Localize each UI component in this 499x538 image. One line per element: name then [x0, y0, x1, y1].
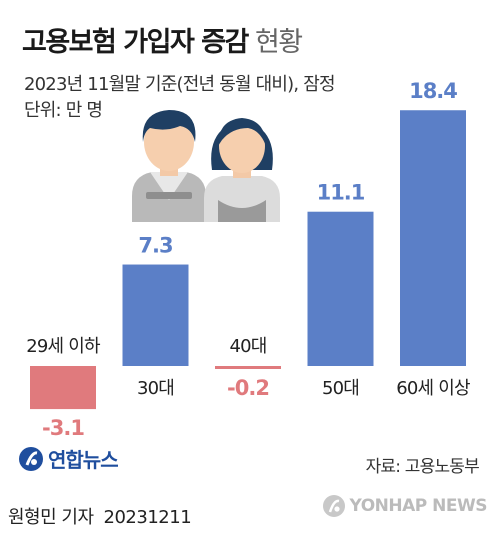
- category-label-2: 30대: [137, 378, 174, 399]
- female-worker-icon: [204, 118, 280, 222]
- watermark: YONHAP NEWS: [322, 494, 488, 518]
- category-label-4: 50대: [322, 378, 359, 399]
- byline: 원형민 기자 20231211: [8, 503, 192, 529]
- unit-label: 단위: 만 명: [24, 100, 103, 121]
- bar-3: [215, 366, 281, 369]
- category-label-3: 40대: [229, 336, 266, 357]
- yonhap-logo-icon: [19, 446, 43, 471]
- chart-title: 고용보험 가입자 증감 현황: [22, 20, 303, 59]
- category-label-1: 29세 이하: [26, 336, 101, 357]
- male-worker-icon: [132, 110, 206, 222]
- value-label-1: -3.1: [42, 416, 84, 440]
- bar-4: [307, 211, 374, 366]
- value-label-4: 11.1: [317, 181, 365, 205]
- watermark-icon: [322, 495, 345, 517]
- category-label-5: 60세 이상: [396, 378, 470, 399]
- bar-5: [400, 110, 466, 367]
- publish-date: 20231211: [103, 507, 192, 528]
- reporter-name: 원형민 기자: [8, 507, 94, 528]
- yonhap-logo: 연합뉴스: [18, 444, 119, 473]
- value-label-2: 7.3: [138, 234, 172, 258]
- value-label-3: -0.2: [227, 376, 269, 400]
- watermark-text: YONHAP NEWS: [349, 496, 488, 516]
- chart-subtitle: 2023년 11월말 기준(전년 동월 대비), 잠정: [24, 74, 336, 95]
- logo-text: 연합뉴스: [48, 448, 119, 472]
- title-suffix: 현황: [254, 27, 303, 58]
- title-main: 고용보험 가입자 증감: [22, 27, 249, 58]
- bar-2: [122, 264, 189, 366]
- source-label: 자료: 고용노동부: [365, 457, 480, 477]
- bar-1: [30, 366, 96, 410]
- value-label-5: 18.4: [409, 79, 457, 103]
- workers-illustration-icon: [132, 110, 280, 222]
